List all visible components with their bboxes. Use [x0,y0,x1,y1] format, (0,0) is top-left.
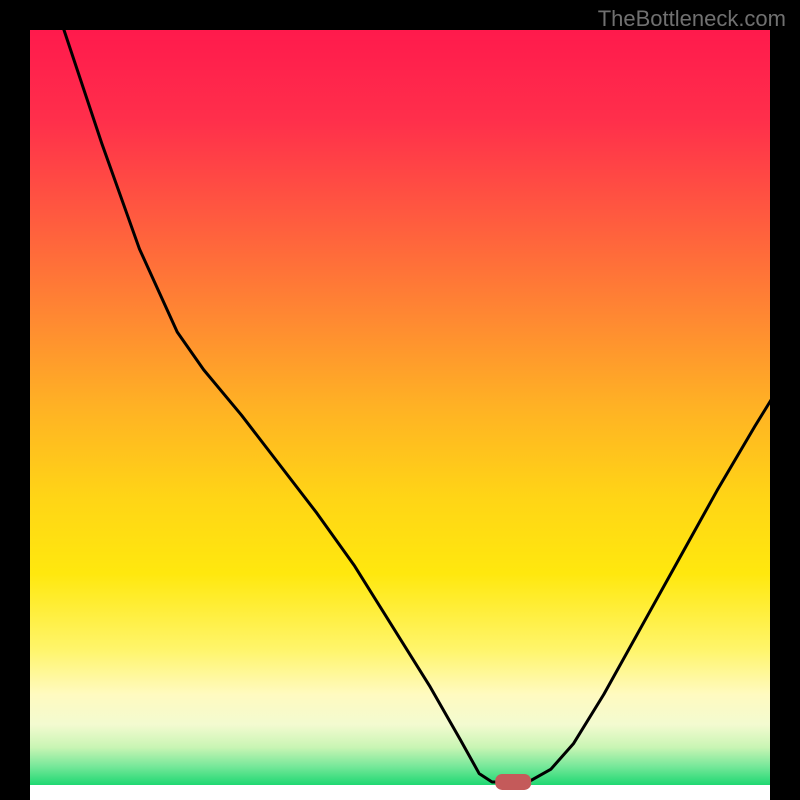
bottleneck-chart: TheBottleneck.com [0,0,800,800]
chart-svg [0,0,800,800]
frame-top [0,0,800,30]
plot-background-gradient [30,30,785,785]
optimal-point-marker [495,774,531,790]
frame-left [0,0,30,800]
frame-right [770,0,800,800]
